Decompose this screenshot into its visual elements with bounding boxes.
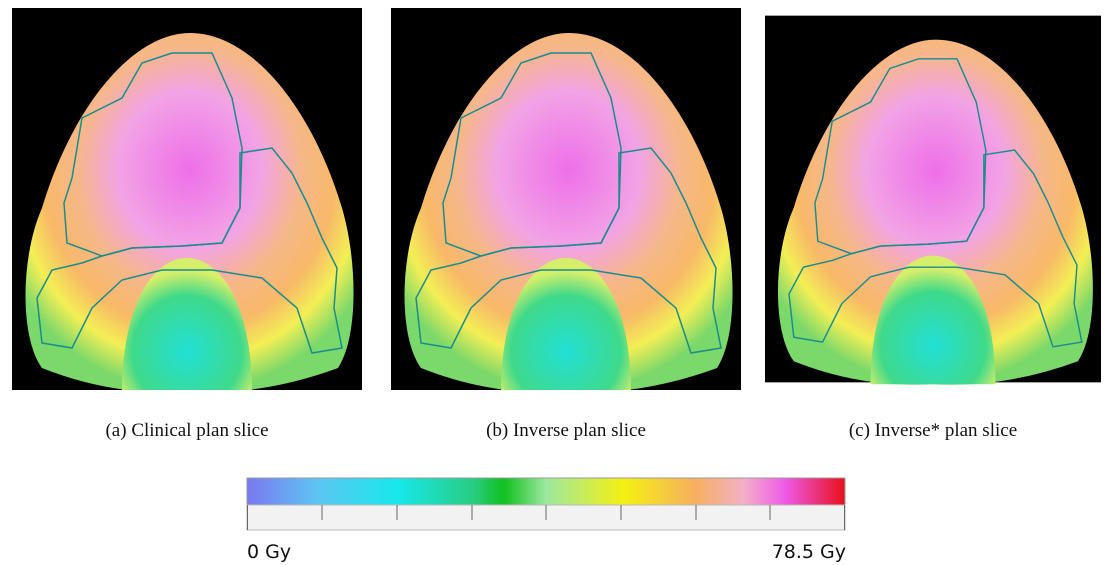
caption: (b) Inverse plan slice <box>486 420 646 441</box>
caption: (a) Clinical plan slice <box>105 420 268 441</box>
caption: (c) Inverse* plan slice <box>849 420 1017 441</box>
figure: (a) Clinical plan slice (b) Inverse plan… <box>0 0 1109 565</box>
colorbar <box>247 478 845 530</box>
dose-slice <box>765 16 1101 385</box>
colorbar-max-label: 78.5 Gy <box>772 541 846 563</box>
dose-slice <box>12 8 362 393</box>
dose-slice <box>391 8 741 393</box>
colorbar-min-label: 0 Gy <box>247 541 291 563</box>
